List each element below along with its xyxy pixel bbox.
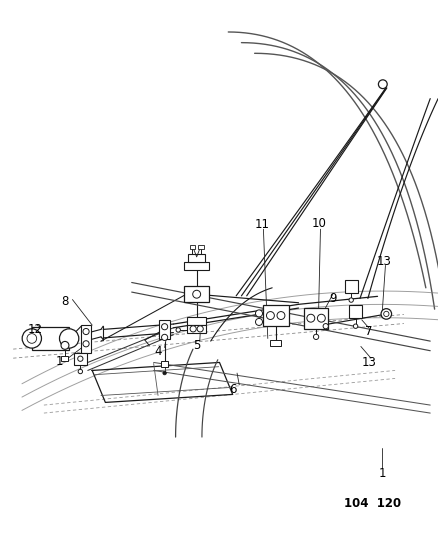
Circle shape	[78, 356, 83, 361]
Circle shape	[83, 328, 89, 335]
Bar	[81, 325, 91, 353]
Circle shape	[197, 326, 203, 332]
Bar	[198, 245, 203, 249]
Circle shape	[161, 324, 167, 330]
Circle shape	[383, 311, 388, 317]
Circle shape	[378, 80, 386, 88]
Circle shape	[190, 326, 196, 332]
Circle shape	[161, 334, 167, 341]
Bar	[32, 327, 69, 350]
Text: 4: 4	[154, 345, 162, 358]
Bar	[348, 305, 361, 318]
Circle shape	[176, 328, 180, 332]
Circle shape	[83, 341, 89, 347]
Circle shape	[192, 290, 200, 298]
Circle shape	[255, 318, 262, 326]
Text: 10: 10	[311, 217, 326, 230]
Circle shape	[266, 312, 274, 319]
Text: 13: 13	[376, 255, 391, 268]
Bar	[159, 320, 170, 339]
Text: 9: 9	[328, 292, 336, 305]
Text: 1: 1	[55, 355, 63, 368]
Bar	[187, 325, 206, 333]
Circle shape	[276, 312, 284, 319]
Text: 1: 1	[377, 467, 385, 480]
Text: 5: 5	[193, 339, 200, 352]
Text: 8: 8	[61, 295, 68, 308]
Circle shape	[348, 298, 353, 302]
Circle shape	[353, 324, 357, 328]
Circle shape	[61, 342, 69, 349]
Circle shape	[255, 310, 262, 317]
Circle shape	[59, 329, 79, 348]
Text: 13: 13	[360, 356, 375, 369]
Circle shape	[322, 324, 328, 329]
Circle shape	[306, 314, 314, 322]
Bar	[74, 353, 87, 365]
Circle shape	[380, 309, 391, 319]
Bar	[184, 262, 208, 270]
Text: 11: 11	[254, 219, 269, 231]
Text: 104  120: 104 120	[343, 497, 400, 510]
Bar	[262, 305, 288, 326]
Circle shape	[22, 329, 42, 348]
Bar	[187, 317, 206, 325]
Bar	[184, 286, 208, 302]
Bar	[270, 340, 280, 346]
Text: 6: 6	[228, 383, 236, 395]
Bar	[161, 361, 168, 367]
Bar	[61, 356, 68, 361]
Circle shape	[313, 334, 318, 340]
Bar	[187, 254, 205, 262]
Bar	[344, 280, 357, 293]
Bar	[303, 308, 328, 329]
Circle shape	[78, 369, 82, 374]
Circle shape	[162, 372, 166, 375]
Circle shape	[317, 314, 325, 322]
Text: 7: 7	[364, 325, 372, 338]
Bar	[189, 245, 194, 249]
Text: 12: 12	[28, 323, 42, 336]
Circle shape	[27, 334, 37, 343]
